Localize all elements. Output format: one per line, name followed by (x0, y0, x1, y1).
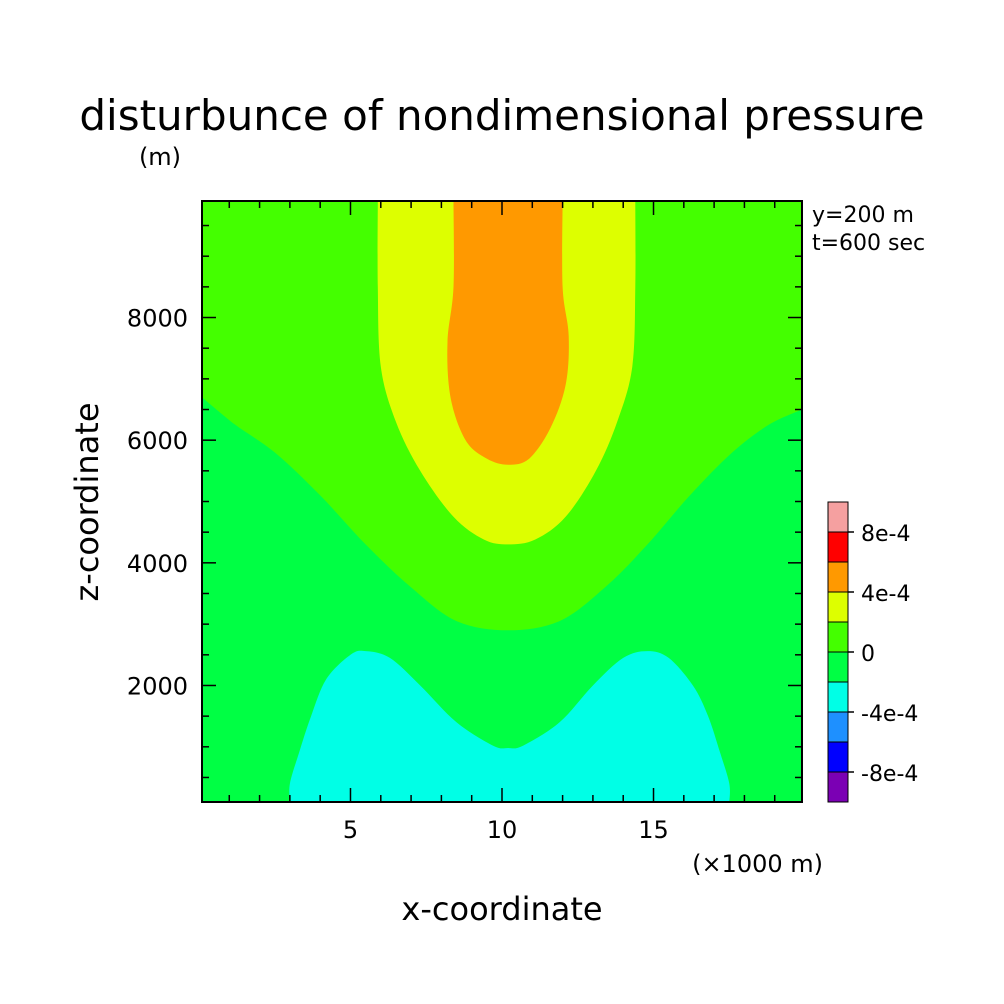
y-tick-label: 4000 (127, 550, 188, 578)
y-tick-label: 6000 (127, 427, 188, 455)
colorbar-tick-label: 4e-4 (861, 582, 910, 607)
y-tick-label: 2000 (127, 672, 188, 700)
colorbar-swatch (827, 531, 849, 563)
colorbar-swatch (827, 681, 849, 713)
colorbar-tick-label: -8e-4 (861, 762, 918, 787)
plot-area (202, 201, 802, 802)
annotation-y: y=200 m (812, 203, 914, 228)
colorbar-swatch (827, 591, 849, 623)
colorbar-tick-label: 8e-4 (861, 522, 910, 547)
colorbar-swatch (827, 741, 849, 773)
x-tick-label: 5 (343, 816, 358, 844)
chart-title: disturbunce of nondimensional pressure (79, 91, 924, 140)
x-tick-label: 15 (638, 816, 669, 844)
y-tick-label: 8000 (127, 305, 188, 333)
x-axis-unit: (×1000 m) (692, 850, 823, 878)
x-axis-label: x-coordinate (401, 890, 602, 928)
colorbar-swatch (827, 711, 849, 743)
colorbar-tick-label: 0 (861, 642, 875, 667)
colorbar-swatch (827, 561, 849, 593)
y-axis-label: z-coordinate (68, 402, 106, 601)
colorbar-swatch (827, 501, 849, 533)
x-tick-label: 10 (487, 816, 518, 844)
contour-band-6e-4 (447, 201, 569, 465)
colorbar: -8e-4 -4e-4 0 4e-4 8e-4 (827, 501, 918, 803)
colorbar-swatch (827, 771, 849, 803)
colorbar-tick-label: -4e-4 (861, 702, 918, 727)
units-label: (m) (139, 143, 181, 171)
colorbar-swatch (827, 621, 849, 653)
colorbar-swatch (827, 651, 849, 683)
contour-band-negative (289, 650, 730, 802)
axes: 5 10 15 2000 4000 6000 8000 (127, 200, 803, 844)
annotation-t: t=600 sec (812, 231, 925, 256)
